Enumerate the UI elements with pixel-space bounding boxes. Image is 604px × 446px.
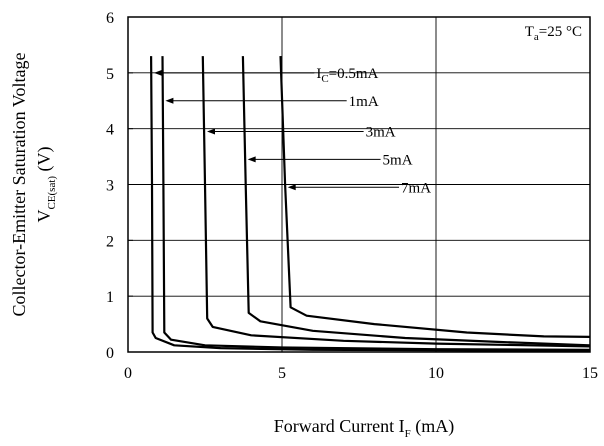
tick-layer: 0 5 10 15 0 1 2 3 4 5 6 (106, 10, 598, 382)
y-axis-title-line1: Collector-Emitter Saturation Voltage (9, 53, 29, 317)
annotation-arrowhead (165, 97, 174, 104)
y-tick-label: 2 (106, 233, 114, 250)
series-annotation-label: IC=0.5mA (316, 66, 378, 85)
x-tick-label: 10 (428, 365, 444, 382)
x-tick-label: 15 (582, 365, 598, 382)
annotation-arrowhead (207, 128, 215, 135)
annotation-layer: IC=0.5mA 1mA 3mA 5mA 7mA (154, 66, 431, 196)
series-line (150, 56, 591, 352)
x-tick-label: 5 (278, 365, 286, 382)
temperature-condition: Ta=25 °C (525, 24, 582, 43)
series-annotation-label: 1mA (349, 94, 379, 110)
annotation-arrowhead (247, 156, 256, 163)
series-layer (150, 56, 591, 352)
y-tick-label: 3 (106, 178, 114, 195)
series-line (241, 56, 591, 347)
annotation-arrowhead (287, 184, 296, 191)
y-axis-title-line2: VCE(sat) (V) (34, 146, 58, 222)
y-axis-title: Collector-Emitter Saturation Voltage VCE… (9, 53, 58, 317)
series-line (279, 56, 591, 338)
y-tick-label: 6 (106, 10, 114, 27)
annotation-arrowhead (154, 69, 163, 76)
series-line (161, 56, 591, 351)
y-tick-label: 0 (106, 345, 114, 362)
series-annotation-label: 5mA (383, 152, 413, 168)
y-tick-label: 1 (106, 289, 114, 306)
series-line (201, 56, 591, 348)
y-tick-label: 4 (106, 122, 114, 139)
x-axis-title: Forward Current IF (mA) (274, 416, 455, 440)
x-tick-label: 0 (124, 365, 132, 382)
series-annotation-label: 7mA (401, 180, 431, 196)
y-tick-label: 5 (106, 66, 114, 83)
series-annotation-label: 3mA (366, 124, 396, 140)
